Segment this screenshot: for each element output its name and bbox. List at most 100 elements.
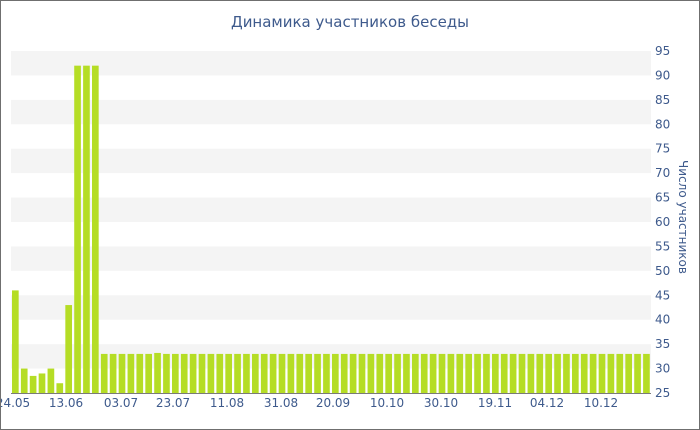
bar (252, 353, 259, 393)
bar (145, 353, 152, 393)
x-tick-label: 11.08 (210, 396, 244, 410)
bar (189, 353, 197, 393)
bars (12, 65, 650, 393)
bar (127, 353, 135, 393)
x-tick-label: 24.05 (1, 396, 30, 410)
bar (643, 353, 650, 393)
bar (207, 353, 215, 393)
bar (305, 353, 312, 393)
bar (447, 353, 455, 393)
bar (509, 353, 517, 393)
bar (518, 353, 526, 393)
bar (385, 353, 392, 393)
bar (172, 353, 179, 393)
bar (349, 353, 357, 393)
y-tick-label: 95 (655, 44, 670, 58)
chart-title: Динамика участников беседы (230, 13, 470, 31)
bar (500, 353, 508, 393)
bar (269, 353, 277, 393)
bar (367, 353, 375, 393)
bar (323, 353, 330, 393)
bar (287, 353, 295, 393)
y-axis-label: Число участников (676, 160, 690, 274)
bar (225, 353, 232, 393)
bar (456, 353, 464, 393)
grid-bands (11, 51, 651, 369)
bar (429, 353, 437, 393)
bar (198, 353, 206, 393)
bar (598, 353, 606, 393)
bar (136, 353, 144, 393)
bar (412, 353, 419, 393)
bar (65, 305, 72, 393)
bar (109, 353, 117, 393)
bar (474, 353, 481, 393)
y-tick-labels: 25 30 35 40 45 50 55 60 65 70 75 80 85 90 95 (655, 44, 670, 400)
bar (163, 353, 170, 393)
bar (340, 353, 348, 393)
bar (20, 368, 28, 393)
bar (554, 353, 561, 393)
x-tick-labels: 24.05 13.06 03.07 23.07 11.08 31.08 20.09 10.10… (1, 396, 618, 410)
y-tick-label: 55 (655, 239, 670, 253)
grid-band (11, 344, 651, 369)
x-tick-label: 10.12 (584, 396, 618, 410)
bar (243, 353, 250, 393)
y-tick-label: 35 (655, 337, 670, 351)
x-tick-label: 23.07 (156, 396, 190, 410)
bar (154, 352, 161, 393)
bar (278, 353, 286, 393)
x-tick-label: 31.08 (264, 396, 298, 410)
bar (580, 353, 588, 393)
y-tick-label: 30 (655, 362, 670, 376)
y-tick-label: 25 (655, 386, 670, 400)
y-tick-label: 75 (655, 142, 670, 156)
bar (100, 353, 108, 393)
bar (216, 353, 224, 393)
bar (234, 353, 241, 393)
grid-band (11, 295, 651, 320)
bar (394, 353, 401, 393)
x-tick-label: 03.07 (104, 396, 138, 410)
x-tick-label: 13.06 (49, 396, 83, 410)
bar (12, 290, 19, 393)
grid-band (11, 246, 651, 271)
bar (634, 353, 641, 393)
bar (29, 375, 37, 393)
bar (332, 353, 339, 393)
bar (572, 353, 579, 393)
y-tick-label: 45 (655, 288, 670, 302)
bar (74, 65, 81, 393)
x-tick-label: 19.11 (478, 396, 512, 410)
bar (616, 353, 624, 393)
bar (589, 353, 597, 393)
bar (92, 65, 99, 393)
bar (118, 353, 126, 393)
y-tick-label: 50 (655, 264, 670, 278)
bar (314, 353, 321, 393)
y-tick-label: 85 (655, 93, 670, 107)
bar (465, 353, 472, 393)
bar (563, 353, 570, 393)
bar (483, 353, 490, 393)
bar (358, 353, 366, 393)
bar (83, 65, 90, 393)
grid-band (11, 51, 651, 76)
x-tick-label: 20.09 (316, 396, 350, 410)
y-tick-label: 65 (655, 191, 670, 205)
grid-band (11, 99, 651, 125)
y-tick-label: 60 (655, 215, 670, 229)
bar (47, 368, 55, 393)
bar (56, 383, 64, 393)
bar (625, 353, 632, 393)
bar (536, 353, 544, 393)
bar (492, 353, 499, 393)
y-tick-label: 70 (655, 166, 670, 180)
bar (180, 353, 188, 393)
bar (38, 373, 46, 393)
bar (545, 353, 552, 393)
bar (607, 353, 615, 393)
bar (260, 353, 268, 393)
